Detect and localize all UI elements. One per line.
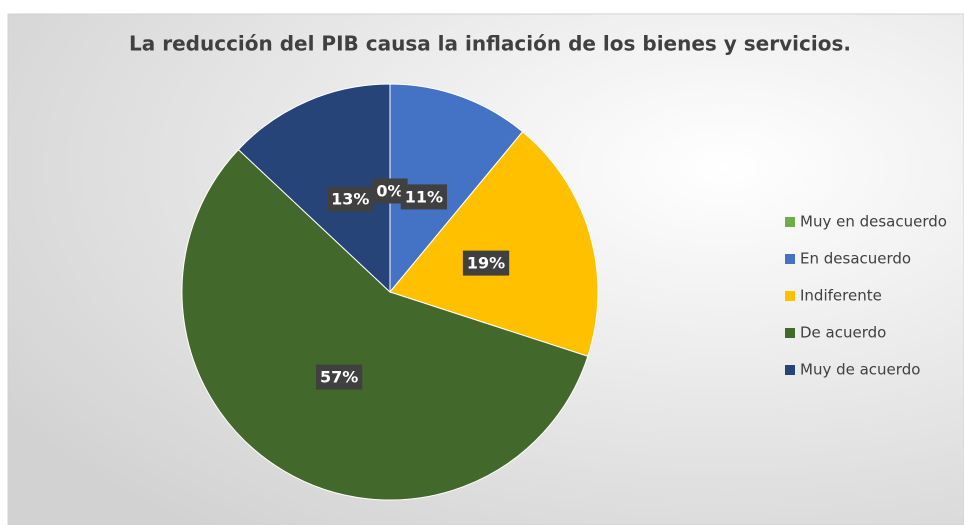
legend-label: De acuerdo bbox=[800, 324, 886, 342]
legend-swatch bbox=[785, 328, 795, 338]
data-label-box bbox=[315, 364, 363, 390]
legend-label: Muy de acuerdo bbox=[800, 361, 920, 379]
legend-swatch bbox=[785, 254, 795, 264]
legend-label: En desacuerdo bbox=[800, 250, 911, 268]
pie-slice bbox=[389, 83, 524, 294]
data-label: 57% bbox=[320, 368, 358, 387]
data-label: 19% bbox=[467, 254, 505, 273]
chart-title: La reducción del PIB causa la inflación … bbox=[129, 32, 851, 56]
legend-swatch bbox=[785, 217, 795, 227]
data-label: 11% bbox=[405, 187, 443, 206]
pie-slice bbox=[237, 83, 391, 294]
legend-label: Muy en desacuerdo bbox=[800, 213, 947, 231]
data-label-box bbox=[327, 186, 374, 212]
data-label: 13% bbox=[331, 190, 369, 209]
data-label: 0% bbox=[376, 182, 403, 201]
data-label-box bbox=[462, 250, 510, 276]
legend-swatch bbox=[785, 291, 795, 301]
legend-swatch bbox=[785, 365, 795, 375]
pie-slice bbox=[389, 131, 599, 357]
pie-slice bbox=[181, 148, 589, 501]
legend-label: Indiferente bbox=[800, 287, 882, 305]
data-label-box bbox=[400, 184, 448, 210]
